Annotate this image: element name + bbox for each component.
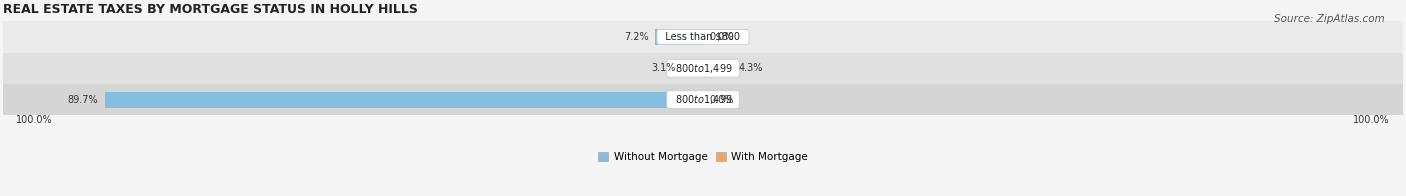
Legend: Without Mortgage, With Mortgage: Without Mortgage, With Mortgage	[598, 152, 808, 162]
Text: REAL ESTATE TAXES BY MORTGAGE STATUS IN HOLLY HILLS: REAL ESTATE TAXES BY MORTGAGE STATUS IN …	[3, 3, 418, 16]
Text: 4.3%: 4.3%	[738, 63, 762, 73]
Text: 100.0%: 100.0%	[1353, 115, 1391, 125]
Bar	[105, 92, 703, 108]
Text: 7.2%: 7.2%	[624, 32, 648, 42]
Text: $800 to $1,499: $800 to $1,499	[669, 93, 737, 106]
Text: 100.0%: 100.0%	[15, 115, 53, 125]
Bar	[3, 84, 1403, 115]
Text: Source: ZipAtlas.com: Source: ZipAtlas.com	[1274, 14, 1385, 24]
Text: Less than $800: Less than $800	[659, 32, 747, 42]
Bar	[655, 29, 703, 45]
Text: $800 to $1,499: $800 to $1,499	[669, 62, 737, 75]
Text: 0.0%: 0.0%	[710, 95, 734, 105]
Bar	[3, 53, 1403, 84]
Text: 0.0%: 0.0%	[710, 32, 734, 42]
Bar	[682, 60, 703, 76]
Text: 89.7%: 89.7%	[67, 95, 98, 105]
Bar	[3, 21, 1403, 53]
Text: 3.1%: 3.1%	[651, 63, 676, 73]
Bar	[703, 60, 731, 76]
